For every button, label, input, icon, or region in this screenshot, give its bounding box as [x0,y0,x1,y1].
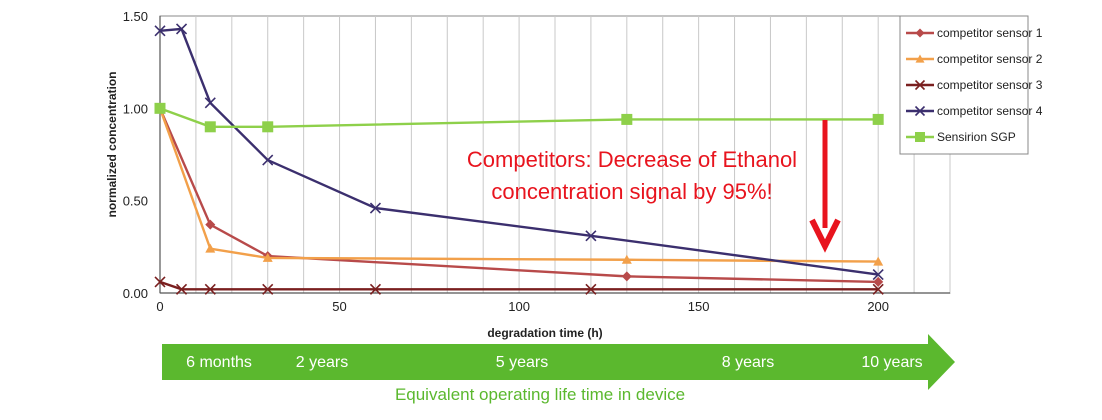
annotation-arrow-head [809,218,841,253]
lifetime-label: 8 years [722,354,774,371]
legend: competitor sensor 1 competitor sensor 2 co… [899,15,1043,155]
lifetime-label: 2 years [296,354,348,371]
data-point-x [262,283,274,295]
data-point-x [369,202,382,214]
y-axis-label: normalized concentration [105,71,119,217]
x-tick-label: 200 [867,299,889,314]
data-point-x-stroke [175,283,188,295]
lifetime-label: 6 months [186,354,252,371]
legend-label: competitor sensor 2 [937,52,1043,66]
data-point-x [585,230,597,242]
data-point-x [204,97,216,109]
data-point-x [204,283,216,295]
data-point-square [621,113,633,125]
legend-item: competitor sensor 4 [906,104,1043,118]
data-point-x [154,25,166,37]
data-point-diamond [205,219,216,230]
data-point-diamond [621,271,632,282]
series-5 [154,102,884,133]
data-point-square [204,121,216,133]
annotation-arrow [809,120,841,253]
data-point-x-stroke [262,283,274,295]
data-point-x [154,276,166,288]
data-point-x [175,23,188,35]
data-point-x [262,154,274,166]
plot-area: 0 50 100 150 200 0.00 0.50 1.00 1.50 degradation … [105,9,951,340]
data-point-x-stroke [585,230,597,242]
y-tick-label: 1.00 [123,101,148,116]
annotation-line-1: Competitors: Decrease of Ethanol [467,147,797,172]
data-point-x-stroke [204,283,216,295]
annotation-line-2: concentration signal by 95%! [491,179,772,204]
data-point-x [585,283,597,295]
data-point-x-stroke [914,79,926,91]
legend-label: Sensirion SGP [937,130,1016,144]
data-point-x [175,283,188,295]
data-point-diamond [915,28,925,38]
data-point-triangle [262,252,273,262]
data-point-x-stroke [175,23,188,35]
data-point-x-stroke [154,276,166,288]
y-tick-label: 0.00 [123,286,148,301]
data-point-x [914,79,926,91]
data-point-x-stroke [369,202,382,214]
lifetime-caption: Equivalent operating life time in device [395,385,685,404]
x-tick-label: 100 [508,299,530,314]
data-point-square [872,113,884,125]
legend-label: competitor sensor 4 [937,104,1043,118]
x-axis-label: degradation time (h) [487,326,602,340]
data-point-x-stroke [154,25,166,37]
legend-label: competitor sensor 3 [937,78,1043,92]
data-point-x-stroke [204,97,216,109]
data-point-x [872,268,884,281]
data-point-square [915,132,925,142]
x-tick-label: 0 [156,299,163,314]
data-point-x-stroke [262,154,274,166]
data-point-x-stroke [872,283,884,295]
data-point-square [154,102,166,114]
data-point-triangle [621,254,632,264]
x-tick-label: 150 [688,299,710,314]
data-point-x [914,105,926,117]
x-tick-label: 50 [332,299,346,314]
data-point-triangle [205,243,216,253]
legend-item: competitor sensor 3 [906,78,1043,92]
data-point-square [262,121,274,133]
lifetime-arrow [162,334,955,390]
legend-item: Sensirion SGP [906,130,1016,144]
legend-item: competitor sensor 1 [906,26,1043,40]
y-tick-label: 0.50 [123,194,148,209]
data-point-x-stroke [369,283,382,295]
series-3 [154,276,884,295]
data-point-x [369,283,382,295]
y-tick-label: 1.50 [123,9,148,24]
lifetime-banner: 6 months 2 years 5 years 8 years 10 years [162,334,955,390]
data-point-triangle [873,256,884,266]
legend-label: competitor sensor 1 [937,26,1043,40]
legend-item: competitor sensor 2 [906,52,1043,66]
data-point-x-stroke [585,283,597,295]
data-point-x-stroke [914,105,926,117]
data-point-triangle [915,54,925,63]
data-point-diamond [873,276,884,287]
data-point-x-stroke [872,268,884,281]
lifetime-label: 10 years [861,354,922,371]
lifetime-label: 5 years [496,354,548,371]
series-4 [154,23,884,281]
data-point-x [872,283,884,295]
